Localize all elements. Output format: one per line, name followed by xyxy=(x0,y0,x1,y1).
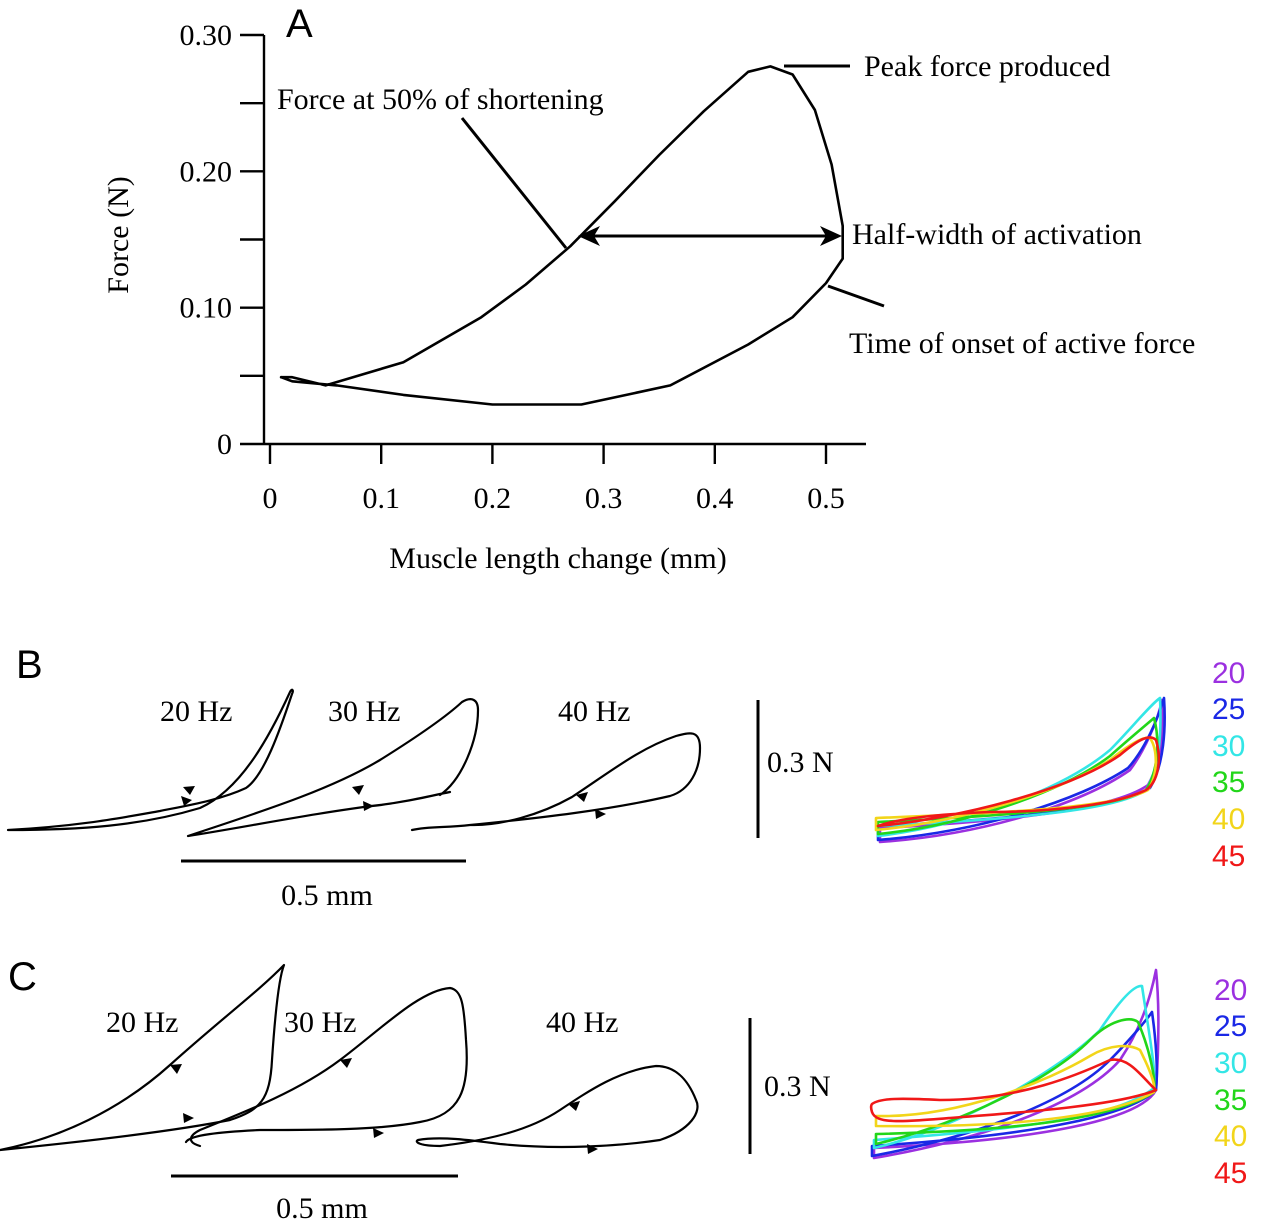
x-ticks: 0 0.1 0.2 0.3 0.4 0.5 xyxy=(263,444,845,515)
panel-a-letter: A xyxy=(286,2,313,46)
b-30hz-loop xyxy=(186,698,480,838)
b-overlay xyxy=(874,696,1166,844)
c-legend-45: 45 xyxy=(1214,1157,1247,1190)
x-tick-label: 0 xyxy=(263,482,278,515)
peak-force-annotation: Peak force produced xyxy=(864,50,1111,83)
y-tick-label: 0 xyxy=(217,428,232,461)
c-overlay xyxy=(869,968,1160,1160)
x-tick-label: 0.1 xyxy=(362,482,400,515)
onset-annotation: Time of onset of active force xyxy=(849,327,1195,360)
c-40hz-arrow-top xyxy=(568,1101,580,1111)
panel-a: A 0 0.10 0.20 0.30 0 0.1 0.2 0.3 0.4 0.5 Force (… xyxy=(102,2,1195,575)
half-width-arrow xyxy=(578,226,842,246)
y-ticks: 0 0.10 0.20 0.30 xyxy=(180,19,264,461)
c-overlay-45 xyxy=(869,1058,1158,1123)
b-40hz-arrow-bottom xyxy=(595,809,606,819)
b-legend: 20 25 30 35 40 45 xyxy=(1212,657,1245,873)
c-legend-20: 20 xyxy=(1214,974,1247,1007)
x-tick-label: 0.3 xyxy=(585,482,623,515)
panel-b-letter: B xyxy=(16,643,43,687)
b-20hz-arrow-bottom xyxy=(181,796,192,806)
c-40hz-loop xyxy=(415,1064,699,1149)
work-loop-trace xyxy=(279,65,844,406)
c-label-20hz: 20 Hz xyxy=(106,1006,178,1039)
force-50-leader xyxy=(460,117,568,249)
x-tick-label: 0.2 xyxy=(474,482,512,515)
b-legend-35: 35 xyxy=(1212,766,1245,799)
y-tick-label: 0.30 xyxy=(180,19,233,52)
panel-b: B 20 Hz 30 Hz 40 Hz 0.5 mm 0.3 N 20 25 3… xyxy=(6,643,1245,912)
panel-c: C 20 Hz 30 Hz 40 Hz 0.5 mm 0.3 N 20 25 3… xyxy=(0,955,1247,1222)
c-legend-35: 35 xyxy=(1214,1084,1247,1117)
x-tick-label: 0.4 xyxy=(696,482,734,515)
c-legend-40: 40 xyxy=(1214,1120,1247,1153)
onset-leader xyxy=(827,284,885,308)
b-legend-45: 45 xyxy=(1212,840,1245,873)
x-axis-label: Muscle length change (mm) xyxy=(389,542,726,575)
c-30hz-arrow-top xyxy=(340,1058,352,1068)
c-30hz-arrow-bottom xyxy=(373,1128,384,1138)
c-30hz-loop xyxy=(184,986,468,1148)
c-20hz-arrow-bottom xyxy=(183,1113,194,1123)
c-scale-y-label: 0.3 N xyxy=(764,1070,831,1103)
b-label-40hz: 40 Hz xyxy=(558,695,630,728)
b-legend-30: 30 xyxy=(1212,730,1245,763)
b-legend-40: 40 xyxy=(1212,803,1245,836)
b-label-30hz: 30 Hz xyxy=(328,695,400,728)
c-scale-x-label: 0.5 mm xyxy=(276,1192,368,1222)
b-scale-y-label: 0.3 N xyxy=(767,746,834,779)
b-20hz-loop xyxy=(6,688,294,832)
force-50-annotation: Force at 50% of shortening xyxy=(277,83,604,116)
b-legend-20: 20 xyxy=(1212,657,1245,690)
half-width-annotation: Half-width of activation xyxy=(852,218,1142,251)
c-20hz-arrow-top xyxy=(170,1064,182,1074)
x-tick-label: 0.5 xyxy=(807,482,845,515)
c-overlay-20 xyxy=(872,968,1160,1160)
c-legend-30: 30 xyxy=(1214,1047,1247,1080)
y-axis-label: Force (N) xyxy=(102,176,135,293)
b-20hz-arrow-top xyxy=(183,786,195,795)
c-label-30hz: 30 Hz xyxy=(284,1006,356,1039)
b-40hz-loop xyxy=(410,732,702,832)
b-30hz-arrow-bottom xyxy=(363,801,374,811)
b-label-20hz: 20 Hz xyxy=(160,695,232,728)
b-scale-x-label: 0.5 mm xyxy=(281,879,373,912)
panel-c-letter: C xyxy=(8,955,37,999)
y-tick-label: 0.20 xyxy=(180,155,233,188)
c-20hz-loop xyxy=(0,963,286,1152)
b-legend-25: 25 xyxy=(1212,693,1245,726)
y-tick-label: 0.10 xyxy=(180,292,233,325)
b-overlay-45 xyxy=(876,736,1160,828)
b-40hz-arrow-top xyxy=(576,792,588,802)
c-label-40hz: 40 Hz xyxy=(546,1006,618,1039)
c-legend: 20 25 30 35 40 45 xyxy=(1214,974,1247,1190)
b-30hz-arrow-top xyxy=(352,785,364,795)
c-40hz-arrow-bottom xyxy=(587,1144,598,1154)
c-legend-25: 25 xyxy=(1214,1010,1247,1043)
